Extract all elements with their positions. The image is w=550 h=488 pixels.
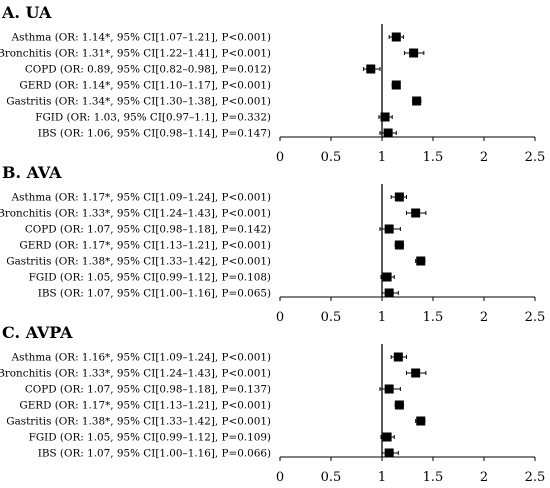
row-label: Gastritis (OR: 1.38*, 95% CI[1.33–1.42],… [6, 416, 271, 428]
point-estimate-marker [391, 32, 401, 42]
row-label: GERD (OR: 1.17*, 95% CI[1.13–1.21], P<0.… [19, 400, 271, 412]
point-estimate-marker [384, 384, 394, 394]
row-label: Gastritis (OR: 1.38*, 95% CI[1.33–1.42],… [6, 256, 271, 268]
panel-title: B. AVA [2, 163, 62, 182]
forest-panel: C. AVPA 0 0.5 1 1.5 2 2.5 Asthma (OR: 1.16*, 95… [0, 323, 545, 485]
row-label: Bronchitis (OR: 1.33*, 95% CI[1.24–1.43]… [0, 368, 271, 380]
x-tick-label: 1.5 [423, 470, 444, 485]
x-tick-label: 0.5 [321, 470, 342, 485]
row-label: FGID (OR: 1.03, 95% CI[0.97–1.1], P=0.33… [35, 112, 271, 124]
row-label: IBS (OR: 1.07, 95% CI[1.00–1.16], P=0.06… [38, 288, 271, 300]
x-tick-label: 2.5 [525, 470, 546, 485]
forest-panel: A. UA 0 0.5 1 1.5 2 2.5 Asthma (OR: 1.14*, 95% … [0, 3, 545, 165]
x-tick-label: 2.5 [525, 310, 546, 325]
x-tick-label: 2 [480, 150, 488, 165]
x-tick-label: 0 [276, 310, 284, 325]
point-estimate-marker [384, 448, 394, 458]
x-tick-label: 1 [378, 310, 386, 325]
point-estimate-marker [391, 80, 401, 90]
x-tick-label: 2.5 [525, 150, 546, 165]
x-tick-label: 1 [378, 470, 386, 485]
x-tick-label: 0.5 [321, 310, 342, 325]
point-estimate-marker [416, 416, 426, 426]
x-tick-label: 1.5 [423, 310, 444, 325]
panel-title: A. UA [1, 3, 52, 22]
x-tick-label: 0 [276, 470, 284, 485]
row-label: IBS (OR: 1.06, 95% CI[0.98–1.14], P=0.14… [38, 128, 271, 140]
forest-panel: B. AVA 0 0.5 1 1.5 2 2.5 Asthma (OR: 1.17*, 95%… [0, 163, 545, 325]
x-tick-label: 1 [378, 150, 386, 165]
row-label: Bronchitis (OR: 1.33*, 95% CI[1.24–1.43]… [0, 208, 271, 220]
row-label: COPD (OR: 0.89, 95% CI[0.82–0.98], P=0.0… [25, 64, 271, 76]
row-label: FGID (OR: 1.05, 95% CI[0.99–1.12], P=0.1… [29, 432, 271, 444]
point-estimate-marker [411, 208, 421, 218]
x-tick-label: 2 [480, 470, 488, 485]
point-estimate-marker [382, 272, 392, 282]
row-label: Asthma (OR: 1.16*, 95% CI[1.09–1.24], P<… [11, 352, 271, 364]
point-estimate-marker [383, 128, 393, 138]
x-tick-label: 0 [276, 150, 284, 165]
row-label: Bronchitis (OR: 1.31*, 95% CI[1.22–1.41]… [0, 48, 271, 60]
x-tick-label: 0.5 [321, 150, 342, 165]
point-estimate-marker [411, 368, 421, 378]
point-estimate-marker [394, 400, 404, 410]
point-estimate-marker [409, 48, 419, 58]
point-estimate-marker [394, 192, 404, 202]
point-estimate-marker [416, 256, 426, 266]
row-label: Gastritis (OR: 1.34*, 95% CI[1.30–1.38],… [6, 96, 271, 108]
row-label: FGID (OR: 1.05, 95% CI[0.99–1.12], P=0.1… [29, 272, 271, 284]
row-label: GERD (OR: 1.14*, 95% CI[1.10–1.17], P<0.… [19, 80, 271, 92]
row-label: GERD (OR: 1.17*, 95% CI[1.13–1.21], P<0.… [19, 240, 271, 252]
panel-title: C. AVPA [2, 323, 73, 342]
row-label: Asthma (OR: 1.17*, 95% CI[1.09–1.24], P<… [11, 192, 271, 204]
point-estimate-marker [384, 288, 394, 298]
point-estimate-marker [382, 432, 392, 442]
point-estimate-marker [394, 240, 404, 250]
x-tick-label: 2 [480, 310, 488, 325]
x-tick-label: 1.5 [423, 150, 444, 165]
row-label: COPD (OR: 1.07, 95% CI[0.98–1.18], P=0.1… [25, 224, 271, 236]
point-estimate-marker [412, 96, 422, 106]
point-estimate-marker [366, 64, 376, 74]
point-estimate-marker [393, 352, 403, 362]
row-label: COPD (OR: 1.07, 95% CI[0.98–1.18], P=0.1… [25, 384, 271, 396]
row-label: Asthma (OR: 1.14*, 95% CI[1.07–1.21], P<… [11, 32, 271, 44]
point-estimate-marker [384, 224, 394, 234]
point-estimate-marker [380, 112, 390, 122]
row-label: IBS (OR: 1.07, 95% CI[1.00–1.16], P=0.06… [38, 448, 271, 460]
